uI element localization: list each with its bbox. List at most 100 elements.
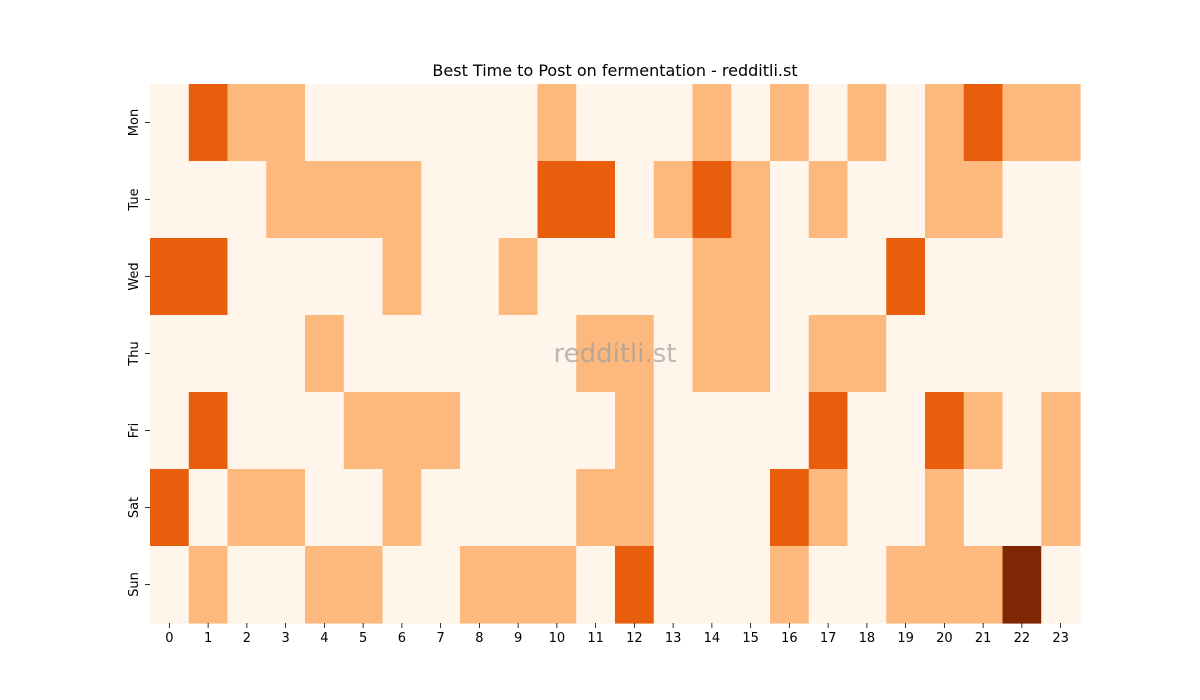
y-tick-label: Thu xyxy=(127,341,142,366)
heatmap-cell xyxy=(382,238,422,316)
heatmap-cell xyxy=(808,161,849,239)
heatmap-cell xyxy=(150,546,190,624)
heatmap-cell xyxy=(498,469,539,547)
heatmap-cell xyxy=(1002,315,1042,393)
x-tick-label: 14 xyxy=(704,631,721,646)
heatmap-cell xyxy=(925,546,965,624)
heatmap-cell xyxy=(770,392,810,470)
y-tick-label: Sun xyxy=(127,572,142,597)
heatmap-cell xyxy=(343,315,384,393)
heatmap-cell xyxy=(615,84,655,162)
heatmap-cell xyxy=(576,84,616,162)
heatmap-cell xyxy=(1002,469,1042,547)
heatmap-cell xyxy=(615,161,655,239)
heatmap-cell xyxy=(343,238,384,316)
heatmap-cell xyxy=(343,84,384,162)
heatmap-cell xyxy=(653,392,694,470)
heatmap-cell xyxy=(770,84,810,162)
heatmap-cell xyxy=(653,546,694,624)
heatmap-cell xyxy=(808,392,849,470)
heatmap-cell xyxy=(731,84,771,162)
heatmap-cell xyxy=(266,546,306,624)
heatmap-cell xyxy=(537,392,577,470)
heatmap-cell xyxy=(266,315,306,393)
heatmap-cell xyxy=(305,469,345,547)
heatmap-cell xyxy=(847,84,887,162)
x-tick-label: 13 xyxy=(665,631,682,646)
heatmap-cell xyxy=(692,84,732,162)
heatmap-cell xyxy=(963,161,1004,239)
heatmap-cell xyxy=(460,469,500,547)
x-tick-label: 1 xyxy=(204,631,212,646)
heatmap-cell xyxy=(615,469,655,547)
heatmap-cell xyxy=(266,84,306,162)
heatmap-cell xyxy=(305,315,345,393)
x-tick-label: 6 xyxy=(398,631,406,646)
heatmap-cell xyxy=(925,238,965,316)
x-tick-label: 5 xyxy=(359,631,367,646)
heatmap-cell xyxy=(847,238,887,316)
heatmap-cell xyxy=(266,392,306,470)
heatmap-cell xyxy=(266,469,306,547)
heatmap-cell xyxy=(305,546,345,624)
heatmap-cell xyxy=(808,238,849,316)
heatmap-cell xyxy=(343,392,384,470)
heatmap-cell xyxy=(188,161,229,239)
heatmap-cell xyxy=(808,546,849,624)
heatmap-cell xyxy=(1041,161,1081,239)
heatmap-cells xyxy=(150,84,1081,624)
heatmap-cell xyxy=(886,238,926,316)
y-tick-label: Fri xyxy=(127,423,142,439)
heatmap-cell xyxy=(150,469,190,547)
x-tick-label: 4 xyxy=(320,631,328,646)
heatmap-cell xyxy=(421,238,461,316)
heatmap-cell xyxy=(886,469,926,547)
heatmap-cell xyxy=(770,161,810,239)
heatmap-cell xyxy=(227,161,267,239)
watermark: redditli.st xyxy=(554,339,677,369)
heatmap-cell xyxy=(305,392,345,470)
heatmap-cell xyxy=(343,546,384,624)
heatmap-cell xyxy=(847,161,887,239)
heatmap-cell xyxy=(188,546,229,624)
heatmap-cell xyxy=(498,161,539,239)
heatmap-cell xyxy=(808,469,849,547)
heatmap-cell xyxy=(343,469,384,547)
heatmap-cell xyxy=(227,392,267,470)
heatmap-cell xyxy=(460,84,500,162)
heatmap-cell xyxy=(847,392,887,470)
heatmap-cell xyxy=(963,315,1004,393)
heatmap-cell xyxy=(188,469,229,547)
x-tick-label: 19 xyxy=(897,631,914,646)
heatmap-cell xyxy=(382,469,422,547)
heatmap-cell xyxy=(615,238,655,316)
heatmap-cell xyxy=(692,469,732,547)
heatmap-cell xyxy=(1041,546,1081,624)
y-axis: Mon Tue Wed Thu Fri Sat Sun xyxy=(127,109,150,597)
x-tick-label: 3 xyxy=(281,631,289,646)
heatmap-cell xyxy=(731,238,771,316)
heatmap-cell xyxy=(731,546,771,624)
x-tick-label: 9 xyxy=(514,631,522,646)
heatmap-cell xyxy=(305,84,345,162)
x-tick-label: 12 xyxy=(626,631,643,646)
x-tick-label: 11 xyxy=(587,631,604,646)
heatmap-cell xyxy=(653,238,694,316)
heatmap-cell xyxy=(421,315,461,393)
heatmap-cell xyxy=(692,546,732,624)
heatmap-cell xyxy=(925,161,965,239)
heatmap-cell xyxy=(498,315,539,393)
heatmap-cell xyxy=(1041,84,1081,162)
heatmap-cell xyxy=(925,392,965,470)
heatmap-cell xyxy=(460,238,500,316)
heatmap-cell xyxy=(847,546,887,624)
x-tick-label: 17 xyxy=(820,631,837,646)
heatmap-cell xyxy=(770,238,810,316)
heatmap-cell xyxy=(847,469,887,547)
heatmap-cell xyxy=(382,392,422,470)
heatmap-cell xyxy=(653,161,694,239)
heatmap-cell xyxy=(692,161,732,239)
chart-title: Best Time to Post on fermentation - redd… xyxy=(432,61,797,80)
heatmap-cell xyxy=(537,238,577,316)
